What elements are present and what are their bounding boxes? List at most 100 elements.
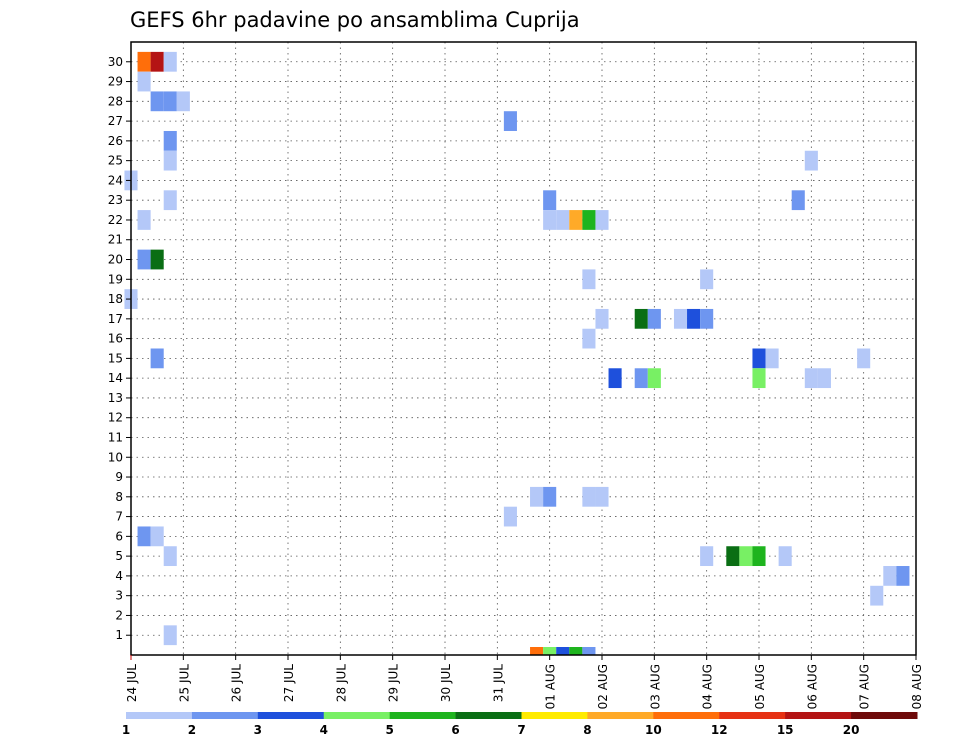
precip-strip-cell xyxy=(543,647,557,655)
precip-cell xyxy=(778,546,792,567)
precip-cell xyxy=(595,210,609,230)
y-tick-label: 9 xyxy=(115,470,123,484)
precip-cell xyxy=(163,51,177,72)
precip-cell xyxy=(595,486,609,507)
colorbar: 1 2 3 4 5 6 7 8 10 12 15 20 xyxy=(122,712,918,737)
y-tick-label: 18 xyxy=(108,292,123,306)
precip-cell xyxy=(634,368,648,389)
y-tick-label: 10 xyxy=(108,450,123,464)
precip-cell xyxy=(700,269,714,290)
precip-cell xyxy=(582,486,596,507)
precip-cell xyxy=(634,308,648,329)
colorbar-swatch xyxy=(191,712,259,719)
y-tick-label: 30 xyxy=(108,55,123,69)
colorbar-label: 5 xyxy=(385,723,393,737)
x-tick-label: 01 AUG xyxy=(544,664,558,709)
precip-cell xyxy=(896,566,910,586)
precip-cell xyxy=(137,249,151,270)
precip-cell xyxy=(503,111,517,131)
precip-cell xyxy=(150,348,164,369)
colorbar-label: 6 xyxy=(451,723,459,737)
precip-cell xyxy=(530,486,544,507)
y-tick-label: 11 xyxy=(108,430,123,444)
precip-strip-cell xyxy=(556,647,570,655)
y-tick-label: 16 xyxy=(108,332,123,346)
precip-cell xyxy=(137,71,151,92)
colorbar-swatch xyxy=(389,712,457,719)
colorbar-label: 2 xyxy=(188,723,196,737)
precip-cell xyxy=(883,566,897,586)
colorbar-swatch xyxy=(785,712,852,719)
y-tick-label: 13 xyxy=(108,391,123,405)
colorbar-label: 3 xyxy=(254,723,262,737)
precip-cell xyxy=(700,308,714,329)
precip-cell xyxy=(752,368,766,389)
chart-title: GEFS 6hr padavine po ansamblima Cuprija xyxy=(130,8,580,32)
precip-cell xyxy=(163,150,177,171)
colorbar-swatch xyxy=(126,712,193,719)
colorbar-swatch xyxy=(323,712,391,719)
precip-cell xyxy=(163,625,177,646)
precip-cell xyxy=(673,308,688,329)
colorbar-label: 1 xyxy=(122,723,130,737)
precip-cell xyxy=(150,51,164,72)
colorbar-swatch xyxy=(455,712,522,719)
precip-cell xyxy=(163,91,177,112)
y-tick-label: 21 xyxy=(108,233,123,247)
precip-cell xyxy=(569,210,583,230)
colorbar-label: 7 xyxy=(517,723,525,737)
grid-layer xyxy=(130,42,917,655)
y-tick-label: 15 xyxy=(108,351,123,365)
precip-cell xyxy=(647,368,661,389)
precip-cell xyxy=(556,210,570,230)
precip-cell xyxy=(857,348,871,369)
colorbar-label: 10 xyxy=(645,723,662,737)
y-tick-label: 29 xyxy=(108,75,123,89)
precip-cell xyxy=(582,269,596,290)
y-tick-label: 24 xyxy=(108,173,123,187)
precip-cell xyxy=(163,190,177,211)
precip-cell xyxy=(137,526,151,547)
plot-frame xyxy=(130,41,917,656)
precip-cell xyxy=(752,546,766,567)
colorbar-swatch xyxy=(719,712,786,719)
precip-cell xyxy=(870,585,884,606)
precip-cell xyxy=(137,210,151,230)
y-tick-label: 3 xyxy=(115,589,123,603)
y-tick-label: 26 xyxy=(108,134,123,148)
x-tick-label: 29 JUL xyxy=(387,664,401,702)
x-tick-label: 26 JUL xyxy=(230,664,244,702)
precip-cell xyxy=(595,308,609,329)
precip-cell xyxy=(163,546,177,567)
x-tick-label: 06 AUG xyxy=(805,664,819,709)
colorbar-swatch xyxy=(851,712,918,719)
x-tick-label: 25 JUL xyxy=(177,664,191,702)
precip-cell xyxy=(582,210,596,230)
colorbar-label: 12 xyxy=(711,723,728,737)
precip-strip-cell xyxy=(569,647,583,655)
precip-cell xyxy=(687,308,701,329)
y-tick-label: 8 xyxy=(115,490,123,504)
precip-strip-cell xyxy=(582,647,596,655)
precip-strip-cell xyxy=(530,647,544,655)
y-tick-label: 27 xyxy=(108,114,123,128)
colorbar-swatch xyxy=(257,712,325,719)
y-tick-label: 20 xyxy=(108,253,123,267)
precip-cell xyxy=(791,190,805,211)
precip-cell xyxy=(804,150,818,171)
precip-cell xyxy=(752,348,766,369)
colorbar-label: 15 xyxy=(777,723,794,737)
precip-cell xyxy=(543,486,557,507)
x-tick-label: 04 AUG xyxy=(701,664,715,709)
x-tick-label: 24 JUL xyxy=(125,664,139,702)
x-tick-label: 28 JUL xyxy=(334,664,348,702)
precip-cell xyxy=(817,368,831,389)
x-tick-label: 08 AUG xyxy=(910,664,924,709)
y-tick-label: 2 xyxy=(115,608,123,622)
precip-cell xyxy=(150,249,164,270)
x-tick-label: 30 JUL xyxy=(439,664,453,702)
y-tick-label: 6 xyxy=(115,529,123,543)
y-tick-label: 12 xyxy=(108,411,123,425)
precip-cell xyxy=(543,210,557,230)
